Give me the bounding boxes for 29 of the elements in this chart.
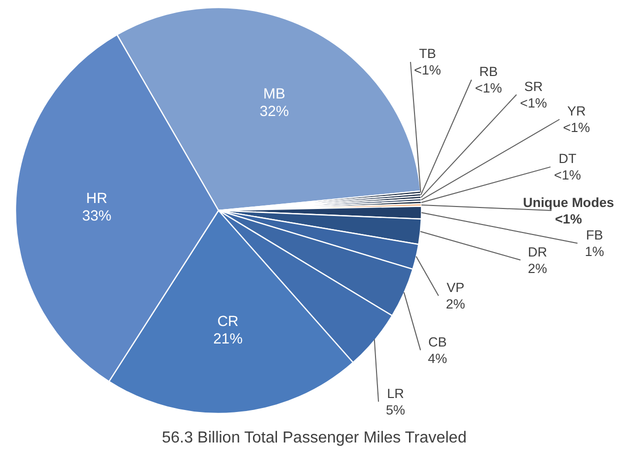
data-label: <1% — [520, 95, 548, 110]
slice-label: DR — [528, 244, 548, 260]
data-label: 4% — [428, 350, 448, 366]
slice-label: FB — [586, 227, 604, 242]
data-label: 1% — [584, 244, 604, 259]
slice-label: CB — [428, 334, 447, 350]
data-label: 2% — [446, 296, 466, 312]
data-label: 32% — [260, 104, 289, 120]
slice-label: Unique Modes — [522, 194, 614, 210]
data-label: 5% — [386, 402, 406, 418]
slice-label: HR — [86, 190, 108, 207]
slice-label: CR — [217, 314, 239, 330]
slice-label: SR — [524, 78, 543, 94]
slice-label: DT — [558, 151, 576, 166]
text: 56.3 Billion Total Passenger Miles Traveled — [162, 430, 467, 446]
slice-label: TB — [418, 46, 436, 62]
data-label: <1% — [414, 62, 442, 78]
data-label: 2% — [528, 260, 548, 276]
data-label: <1% — [474, 80, 502, 96]
slice-label: YR — [567, 104, 586, 119]
data-label: <1% — [554, 211, 582, 226]
slice-label: LR — [386, 386, 404, 401]
data-label: <1% — [562, 120, 590, 136]
slice-label: MB — [263, 86, 286, 102]
slice-label: VP — [446, 280, 464, 295]
data-label: 33% — [82, 208, 112, 225]
slice-label: RB — [479, 64, 498, 79]
data-label: 21% — [213, 332, 243, 348]
data-label: <1% — [554, 168, 582, 183]
